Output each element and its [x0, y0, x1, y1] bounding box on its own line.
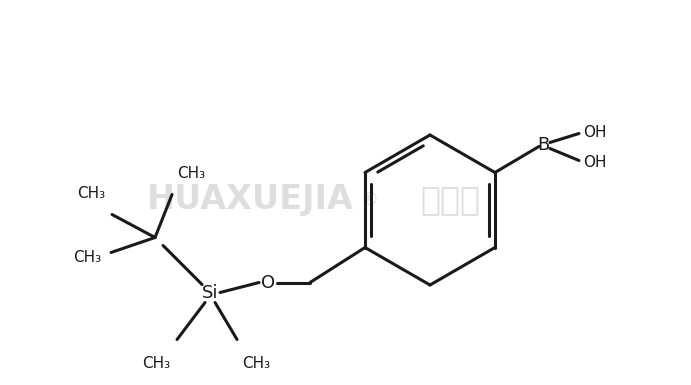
- Text: OH: OH: [583, 125, 607, 140]
- Text: Si: Si: [202, 283, 218, 301]
- Text: CH₃: CH₃: [242, 355, 270, 370]
- Text: CH₃: CH₃: [73, 250, 101, 265]
- Text: ®: ®: [361, 191, 379, 209]
- Text: CH₃: CH₃: [177, 166, 205, 181]
- Text: O: O: [261, 273, 275, 291]
- Text: B: B: [537, 136, 549, 154]
- Text: 化学加: 化学加: [420, 184, 480, 216]
- Text: CH₃: CH₃: [77, 186, 105, 201]
- Text: CH₃: CH₃: [142, 355, 170, 370]
- Text: HUAXUEJIA: HUAXUEJIA: [146, 184, 353, 216]
- Text: OH: OH: [583, 155, 607, 170]
